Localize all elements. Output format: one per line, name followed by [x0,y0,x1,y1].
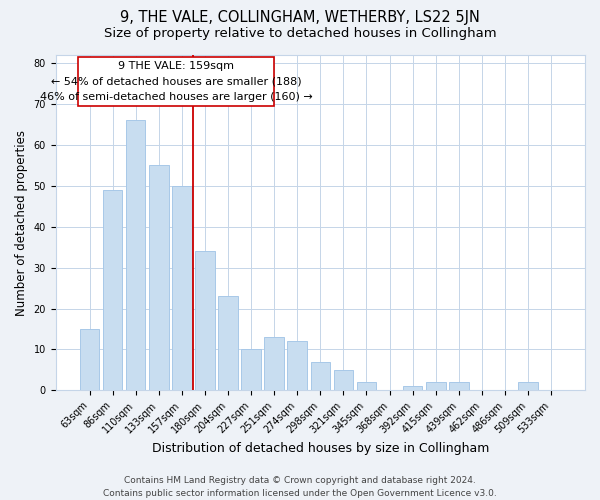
Bar [103,190,122,390]
Bar [218,296,238,390]
Bar [126,120,145,390]
Bar [518,382,538,390]
Bar [356,382,376,390]
Bar [265,337,284,390]
Bar [78,57,274,106]
Y-axis label: Number of detached properties: Number of detached properties [15,130,28,316]
Bar [334,370,353,390]
Bar [172,186,191,390]
Bar [449,382,469,390]
X-axis label: Distribution of detached houses by size in Collingham: Distribution of detached houses by size … [152,442,489,455]
Bar [426,382,446,390]
Bar [195,252,215,390]
Bar [403,386,422,390]
Bar [311,362,330,390]
Bar [241,350,261,391]
Text: Size of property relative to detached houses in Collingham: Size of property relative to detached ho… [104,28,496,40]
Bar [149,166,169,390]
Bar [80,329,100,390]
Text: Contains HM Land Registry data © Crown copyright and database right 2024.
Contai: Contains HM Land Registry data © Crown c… [103,476,497,498]
Text: 9, THE VALE, COLLINGHAM, WETHERBY, LS22 5JN: 9, THE VALE, COLLINGHAM, WETHERBY, LS22 … [120,10,480,25]
Bar [287,342,307,390]
Text: 9 THE VALE: 159sqm
← 54% of detached houses are smaller (188)
46% of semi-detach: 9 THE VALE: 159sqm ← 54% of detached hou… [40,61,313,102]
